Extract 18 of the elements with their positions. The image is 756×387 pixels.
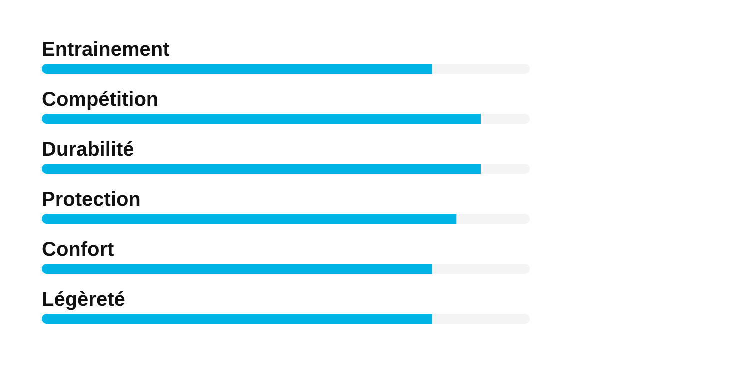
y-tick-label: Entrainement [42, 39, 170, 61]
bar [481, 114, 530, 124]
y-tick-label: Protection [42, 189, 141, 211]
bar [42, 264, 432, 274]
bar [432, 64, 530, 74]
bar [481, 164, 530, 174]
y-tick-label: Compétition [42, 89, 159, 111]
bar [42, 164, 482, 174]
bar [42, 114, 482, 124]
y-tick-label: Confort [42, 239, 115, 261]
bar [432, 314, 530, 324]
bar [432, 264, 530, 274]
bar [42, 64, 432, 74]
y-tick-label: Légèreté [42, 289, 126, 311]
bar [456, 214, 530, 224]
y-tick-label: Durabilité [42, 139, 134, 161]
bar [42, 214, 457, 224]
bar [42, 314, 432, 324]
